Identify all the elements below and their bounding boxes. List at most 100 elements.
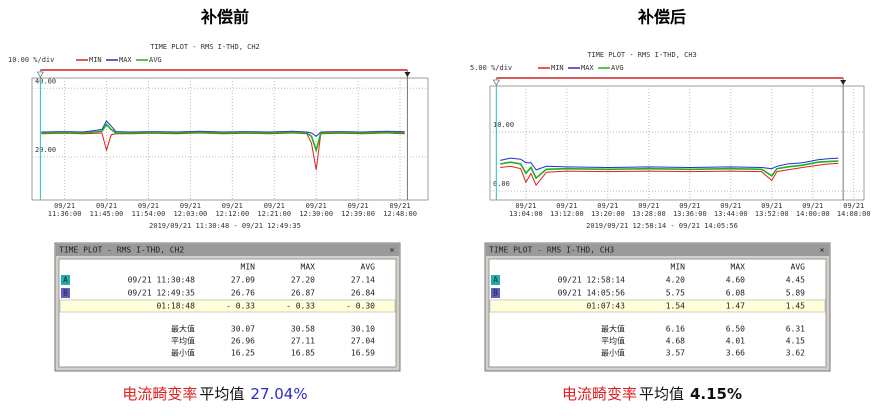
- cell: 1.54: [666, 302, 685, 311]
- cursor-b-marker: [840, 80, 847, 85]
- x-tick-time: 11:36:00: [48, 210, 82, 218]
- caption-label: 平均值: [639, 385, 684, 403]
- cell: 4.15: [786, 337, 805, 346]
- table-col-header: MIN: [671, 263, 686, 272]
- x-tick-date: 09/21: [390, 202, 411, 210]
- cell: 6.31: [786, 325, 805, 334]
- legend-label: MAX: [119, 56, 132, 64]
- x-tick-time: 13:44:00: [714, 210, 748, 218]
- cell: 30.58: [291, 325, 315, 334]
- x-tick-time: 12:03:00: [174, 210, 208, 218]
- x-tick-date: 09/21: [264, 202, 285, 210]
- x-tick-time: 13:28:00: [632, 210, 666, 218]
- x-tick-time: 12:21:00: [257, 210, 291, 218]
- cell: 6.50: [726, 325, 745, 334]
- x-tick-date: 09/21: [843, 202, 864, 210]
- cell: 5.89: [786, 289, 805, 298]
- table-titlebar: [56, 244, 399, 256]
- cell: 4.68: [666, 337, 685, 346]
- x-tick-time: 12:30:00: [299, 210, 333, 218]
- cursor-marker-box: [61, 275, 70, 285]
- stat-label: 最小值: [171, 348, 195, 358]
- table-col-header: MAX: [301, 263, 316, 272]
- x-tick-time: 14:08:00: [837, 210, 871, 218]
- x-tick-date: 09/21: [306, 202, 327, 210]
- table-title: TIME PLOT - RMS I-THD, CH3: [489, 246, 614, 255]
- series-line: [41, 120, 405, 138]
- y-tick-label: 10.00: [493, 121, 514, 129]
- x-tick-time: 11:45:00: [90, 210, 124, 218]
- table-close: ×: [820, 246, 825, 255]
- series-line: [500, 162, 839, 187]
- delta-time: 01:07:43: [586, 302, 625, 311]
- cursor-marker: B: [63, 289, 68, 298]
- cell: 1.47: [726, 302, 745, 311]
- stat-label: 最大值: [171, 324, 195, 334]
- cell: 27.09: [231, 276, 255, 285]
- cell: - 0.30: [346, 302, 375, 311]
- cursor-a-marker: [492, 79, 500, 86]
- table-col-header: MIN: [241, 263, 256, 272]
- row-time: 09/21 11:30:48: [128, 276, 196, 285]
- cell: 6.08: [726, 289, 745, 298]
- panel-title: 补偿后: [637, 8, 686, 27]
- series-line: [41, 123, 405, 153]
- cell: 16.25: [231, 349, 255, 358]
- stat-label: 最大值: [601, 324, 625, 334]
- plot-area: [31, 77, 429, 201]
- delta-row-bg: [489, 299, 826, 313]
- panel-title: 补偿前: [200, 8, 249, 27]
- x-tick-date: 09/21: [720, 202, 741, 210]
- row-time: 09/21 12:49:35: [128, 289, 196, 298]
- x-tick-time: 13:52:00: [755, 210, 789, 218]
- table-close: ×: [390, 246, 395, 255]
- x-tick-date: 09/21: [556, 202, 577, 210]
- legend-label: AVG: [611, 64, 624, 72]
- x-tick-date: 09/21: [138, 202, 159, 210]
- table-col-header: AVG: [361, 263, 376, 272]
- cell: 26.96: [231, 337, 255, 346]
- delta-time: 01:18:48: [156, 302, 195, 311]
- legend-label: MAX: [581, 64, 594, 72]
- x-tick-time: 13:12:00: [550, 210, 584, 218]
- cell: 27.04: [351, 337, 375, 346]
- cell: 16.85: [291, 349, 315, 358]
- legend-label: AVG: [149, 56, 162, 64]
- y-tick-label: 40.00: [35, 77, 56, 85]
- x-tick-date: 09/21: [802, 202, 823, 210]
- row-time: 09/21 12:58:14: [558, 276, 626, 285]
- cell: 3.62: [786, 349, 805, 358]
- cell: - 0.33: [226, 302, 255, 311]
- plot-title: TIME PLOT - RMS I-THD, CH3: [587, 51, 697, 59]
- cursor-marker-box: [491, 275, 500, 285]
- x-tick-date: 09/21: [222, 202, 243, 210]
- cell: 6.16: [666, 325, 685, 334]
- x-tick-time: 13:36:00: [673, 210, 707, 218]
- cell: 4.60: [726, 276, 745, 285]
- cursor-a-marker: [36, 71, 44, 78]
- x-tick-date: 09/21: [348, 202, 369, 210]
- cell: 5.75: [666, 289, 685, 298]
- legend-label: MIN: [89, 56, 102, 64]
- stat-label: 平均值: [171, 336, 195, 346]
- caption: 电流畸变率 平均值 4.15%: [562, 385, 742, 403]
- x-tick-time: 12:39:00: [341, 210, 375, 218]
- cell: 27.14: [351, 276, 375, 285]
- table-col-header: MAX: [731, 263, 746, 272]
- cell: 27.20: [291, 276, 315, 285]
- cell: 1.45: [786, 302, 805, 311]
- table-col-header: AVG: [791, 263, 806, 272]
- x-tick-time: 11:54:00: [132, 210, 166, 218]
- cursor-marker: A: [493, 276, 498, 285]
- range-label: 2019/09/21 12:58:14 - 09/21 14:05:56: [586, 222, 738, 230]
- cursor-marker-box: [491, 288, 500, 298]
- cell: 16.59: [351, 349, 375, 358]
- x-tick-date: 09/21: [679, 202, 700, 210]
- cursor-marker: B: [493, 289, 498, 298]
- range-label: 2019/09/21 11:30:48 - 09/21 12:49:35: [149, 222, 301, 230]
- caption-metric: 电流畸变率: [122, 385, 197, 403]
- x-tick-date: 09/21: [761, 202, 782, 210]
- table-titlebar: [486, 244, 829, 256]
- x-tick-date: 09/21: [638, 202, 659, 210]
- caption: 电流畸变率 平均值 27.04%: [122, 385, 307, 403]
